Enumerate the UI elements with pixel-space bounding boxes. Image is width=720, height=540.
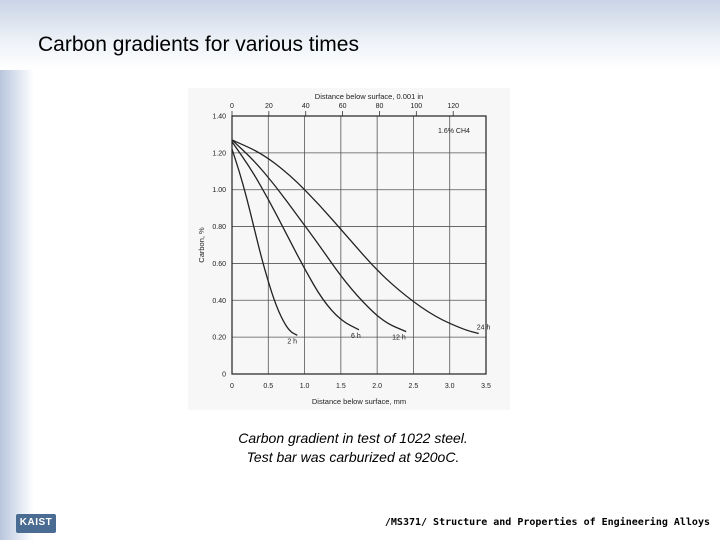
chart-background: [188, 88, 510, 410]
series-line-6h: [231, 141, 360, 331]
logo-text: KAIST: [19, 517, 53, 528]
x-tick-label: 1.5: [336, 383, 346, 390]
y-tick-label: 0.80: [212, 224, 226, 231]
y-tick-label: 0: [222, 372, 226, 379]
slide-title: Carbon gradients for various times: [38, 33, 359, 56]
y-tick-label: 0.20: [212, 335, 226, 342]
series-line-24h: [231, 139, 479, 335]
x2-tick-label: 0: [230, 103, 234, 110]
x-tick-label: 3.0: [445, 383, 455, 390]
plot-frame: [231, 115, 487, 375]
y-tick-label: 0.40: [212, 298, 226, 305]
x2-axis-label: Distance below surface, 0.001 in: [315, 92, 423, 101]
y-tick-label: 0.60: [212, 261, 226, 268]
caption-line-2: Test bar was carburized at 920oC.: [246, 449, 460, 465]
x2-tick-label: 120: [447, 103, 459, 110]
x2-tick-label: 40: [302, 103, 310, 110]
carbon-gradient-chart: 0 0.5 1.0 1.5 2.0 2.5 3.0 3.5 0 0.20 0.40 0.60 0.80 1…: [188, 88, 510, 410]
y-tick-label: 1.40: [212, 114, 226, 121]
x2-tick-label: 80: [376, 103, 384, 110]
kaist-logo: KAIST: [16, 514, 56, 533]
series-label: 2 h: [287, 338, 297, 345]
y-axis-label: Carbon, %: [197, 227, 206, 263]
series-label: 6 h: [351, 333, 361, 340]
series-label: 12 h: [392, 335, 406, 342]
x-tick-label: 2.5: [409, 383, 419, 390]
x-tick-label: 0: [230, 383, 234, 390]
x2-tick-label: 100: [410, 103, 422, 110]
x2-tick-label: 20: [265, 103, 273, 110]
x2-tick-label: 60: [339, 103, 347, 110]
chart-caption: Carbon gradient in test of 1022 steel. T…: [180, 429, 526, 467]
series-line-12h: [231, 139, 407, 333]
caption-line-1: Carbon gradient in test of 1022 steel.: [238, 430, 468, 446]
course-footer: /MS371/ Structure and Properties of Engi…: [384, 517, 710, 528]
slide-sidebar-band: [0, 0, 34, 540]
series-line-2h: [231, 148, 298, 336]
x-axis-label: Distance below surface, mm: [312, 397, 406, 406]
x-tick-label: 0.5: [263, 383, 273, 390]
x-tick-label: 1.0: [300, 383, 310, 390]
series-label: 24 h: [477, 324, 491, 331]
y-tick-label: 1.20: [212, 150, 226, 157]
slide-header-band: [0, 0, 720, 70]
x-tick-label: 2.0: [372, 383, 382, 390]
chart-annotation: 1.6% CH4: [438, 128, 470, 135]
x-tick-label: 3.5: [481, 383, 491, 390]
y-tick-label: 1.00: [212, 187, 226, 194]
